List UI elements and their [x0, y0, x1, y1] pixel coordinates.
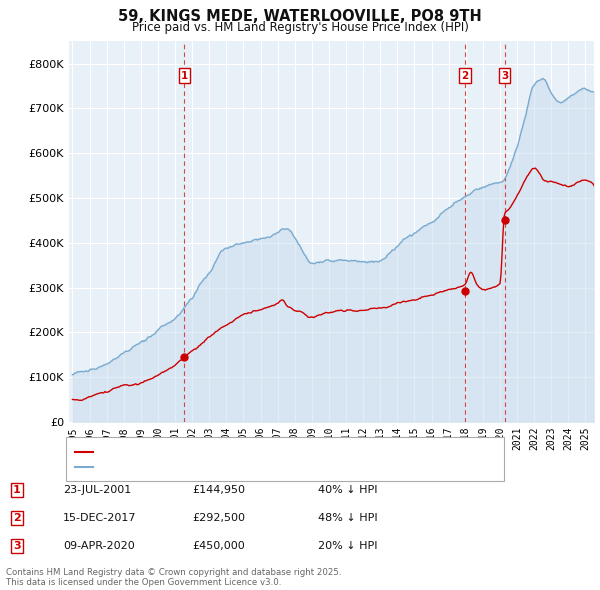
Text: 09-APR-2020: 09-APR-2020 [63, 542, 135, 551]
Text: 3: 3 [13, 542, 20, 551]
Text: 1: 1 [13, 485, 20, 494]
Text: 15-DEC-2017: 15-DEC-2017 [63, 513, 137, 523]
Text: Contains HM Land Registry data © Crown copyright and database right 2025.
This d: Contains HM Land Registry data © Crown c… [6, 568, 341, 587]
Text: Price paid vs. HM Land Registry's House Price Index (HPI): Price paid vs. HM Land Registry's House … [131, 21, 469, 34]
Text: HPI: Average price, detached house, East Hampshire: HPI: Average price, detached house, East… [99, 462, 374, 472]
Text: £450,000: £450,000 [192, 542, 245, 551]
Text: 2: 2 [13, 513, 20, 523]
Text: 20% ↓ HPI: 20% ↓ HPI [318, 542, 377, 551]
Text: 1: 1 [181, 71, 188, 81]
Text: 48% ↓ HPI: 48% ↓ HPI [318, 513, 377, 523]
Text: £144,950: £144,950 [192, 485, 245, 494]
Text: £292,500: £292,500 [192, 513, 245, 523]
Text: 40% ↓ HPI: 40% ↓ HPI [318, 485, 377, 494]
Text: 59, KINGS MEDE, WATERLOOVILLE, PO8 9TH: 59, KINGS MEDE, WATERLOOVILLE, PO8 9TH [118, 9, 482, 24]
Text: 2: 2 [461, 71, 469, 81]
Text: 59, KINGS MEDE, WATERLOOVILLE, PO8 9TH (detached house): 59, KINGS MEDE, WATERLOOVILLE, PO8 9TH (… [99, 447, 423, 457]
Text: 23-JUL-2001: 23-JUL-2001 [63, 485, 131, 494]
Text: 3: 3 [501, 71, 508, 81]
